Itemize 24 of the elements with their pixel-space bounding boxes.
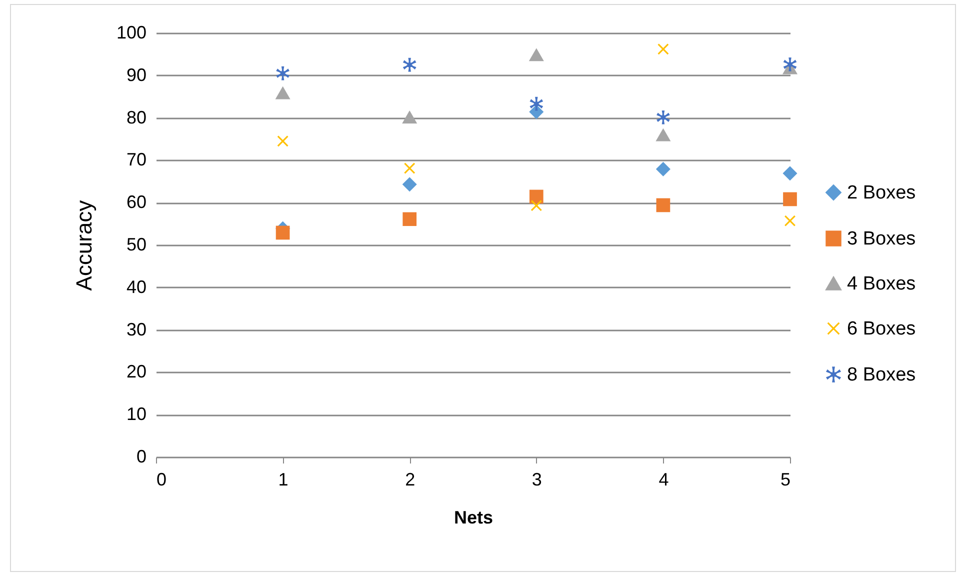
y-tick-label: 70: [126, 150, 146, 170]
y-tick-label: 40: [126, 276, 146, 297]
y-tick-label: 80: [126, 107, 146, 128]
y-tick-label: 60: [126, 192, 146, 212]
y-tick-label: 10: [126, 404, 146, 424]
y-axis-title: Accuracy: [71, 200, 96, 291]
y-tick-label: 50: [126, 234, 146, 254]
y-tick-label: 100: [116, 22, 146, 42]
legend-label: 2 Boxes: [847, 182, 916, 204]
y-tick-label: 90: [126, 64, 146, 85]
y-tick-label: 0: [136, 446, 146, 466]
legend-label: 3 Boxes: [847, 228, 916, 250]
y-tick-label: 20: [126, 362, 146, 382]
x-tick-label: 2: [405, 470, 416, 490]
y-tick-label: 30: [126, 319, 146, 340]
x-tick-label: 3: [532, 470, 542, 490]
legend-label: 8 Boxes: [847, 364, 916, 386]
legend-label: 6 Boxes: [847, 318, 916, 340]
x-tick-label: 1: [278, 470, 288, 490]
legend-label: 4 Boxes: [847, 274, 916, 294]
x-tick-label: 0: [156, 470, 167, 490]
x-tick-label: 4: [658, 470, 669, 490]
x-tick-label: 5: [780, 470, 790, 490]
x-axis-title: Nets: [454, 508, 494, 528]
